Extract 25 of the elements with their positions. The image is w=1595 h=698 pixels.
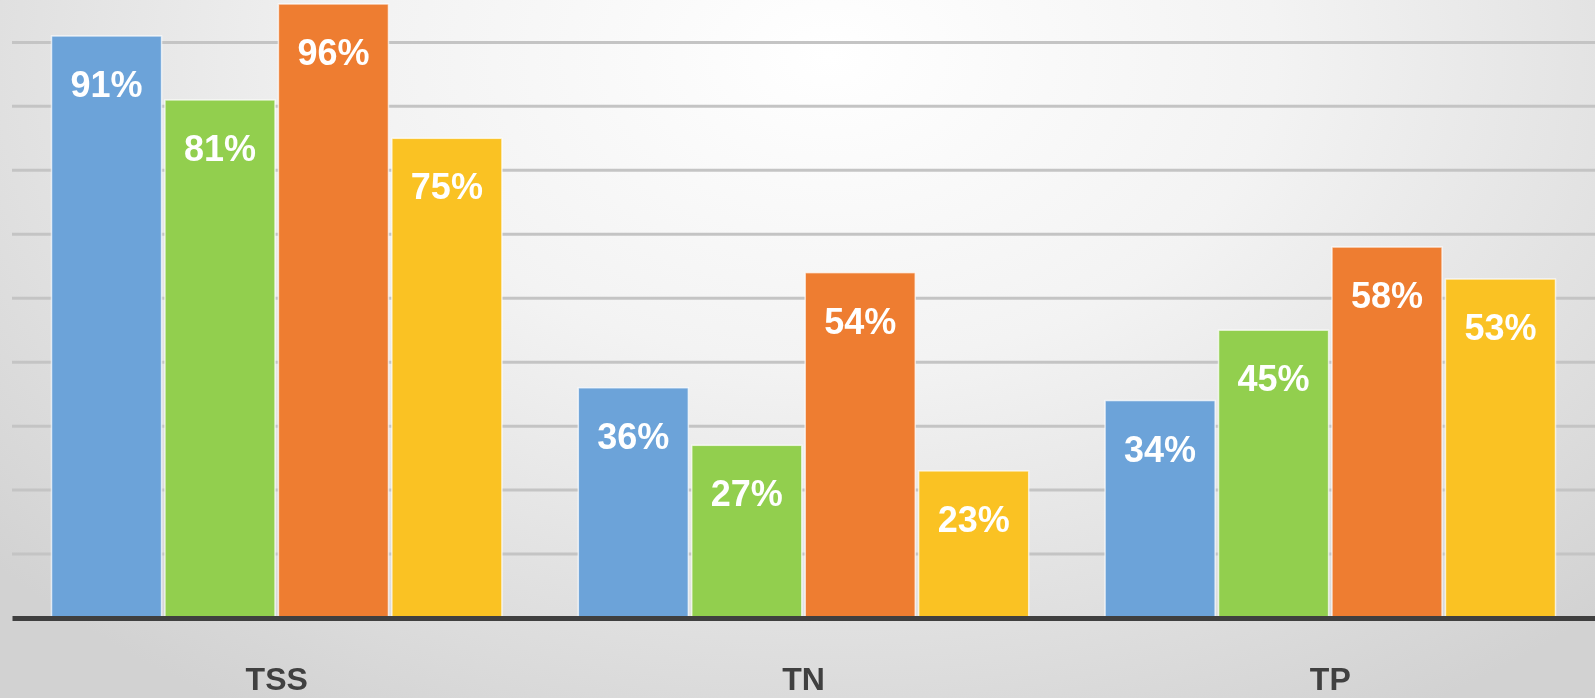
- data-label: 91%: [70, 63, 143, 105]
- data-label: 75%: [410, 166, 483, 208]
- data-label: 45%: [1237, 358, 1310, 400]
- x-tick-label: TSS: [245, 660, 308, 697]
- bar: [577, 387, 690, 619]
- bar: [1217, 329, 1330, 619]
- data-label: 53%: [1464, 307, 1537, 349]
- data-label: 36%: [597, 415, 670, 457]
- data-label: 23%: [937, 498, 1010, 540]
- bar: [391, 137, 503, 619]
- data-label: 54%: [824, 300, 897, 342]
- bar: [1104, 399, 1216, 619]
- data-label: 81%: [183, 127, 257, 169]
- data-label: 27%: [710, 473, 783, 515]
- bar: [164, 99, 276, 619]
- data-label: 34%: [1124, 428, 1197, 470]
- data-label: 58%: [1350, 275, 1424, 317]
- data-label: 96%: [297, 32, 370, 73]
- bar: [1331, 246, 1443, 619]
- x-tick-label: TP: [1309, 660, 1351, 697]
- bar: [917, 470, 1030, 619]
- bar: [1444, 278, 1557, 619]
- bar: [50, 35, 163, 619]
- bar: [277, 3, 390, 619]
- x-tick-label: TN: [782, 660, 825, 697]
